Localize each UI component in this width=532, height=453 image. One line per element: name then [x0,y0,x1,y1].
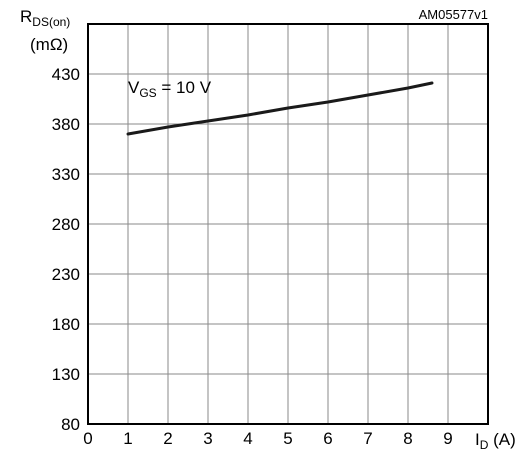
series-line [126,81,434,136]
y-tick-label: 430 [52,65,80,84]
plot-frame [87,23,489,425]
figure-code: AM05577v1 [419,7,488,22]
x-tick-label: 6 [323,429,332,448]
grid [88,24,488,424]
y-tick-label: 230 [52,265,80,284]
y-tick-label: 280 [52,215,80,234]
y-tick-label: 180 [52,315,80,334]
x-tick-label: 1 [123,429,132,448]
x-tick-label: 0 [83,429,92,448]
x-tick-label: 2 [163,429,172,448]
x-tick-label: 7 [363,429,372,448]
vgs-annotation: VGS = 10 V [128,78,212,100]
y-tick-label: 330 [52,165,80,184]
x-axis-title: ID (A) [475,430,516,452]
y-tick-label: 80 [61,415,80,434]
y-axis-unit: (mΩ) [30,35,68,54]
series-layer [126,81,434,136]
y-tick-label: 380 [52,115,80,134]
y-tick-labels: 80 130 180 230 280 330 380 430 [52,65,80,434]
y-axis-title: RDS(on) [20,7,70,29]
x-tick-label: 8 [403,429,412,448]
x-tick-label: 3 [203,429,212,448]
x-tick-labels: 0 1 2 3 4 5 6 7 8 9 [83,429,452,448]
y-tick-label: 130 [52,365,80,384]
x-tick-label: 4 [243,429,252,448]
x-tick-label: 5 [283,429,292,448]
x-tick-label: 9 [443,429,452,448]
